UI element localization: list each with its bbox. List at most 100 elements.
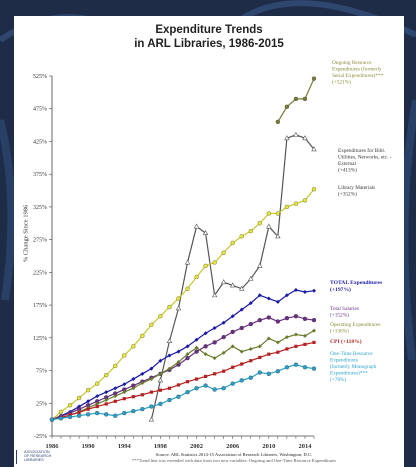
data-point [285, 347, 289, 351]
series-label-operating: (+136%) [330, 328, 349, 335]
data-point [176, 383, 181, 387]
data-point [76, 395, 82, 401]
series-label-one-time: Expenditures [330, 358, 358, 364]
data-point [231, 365, 235, 369]
series-label-library-materials: (+352%) [338, 191, 357, 198]
data-point [113, 399, 117, 403]
data-point [275, 319, 281, 324]
data-point [257, 344, 262, 349]
data-point [293, 332, 298, 337]
data-point [239, 307, 244, 312]
y-tick-label: 275% [33, 238, 47, 244]
series-line [51, 330, 315, 421]
series-label-bibl-utilities: (+413%) [338, 167, 357, 174]
y-tick-label: 425% [33, 139, 47, 145]
data-point [185, 355, 190, 361]
data-point [284, 104, 290, 109]
data-point [95, 410, 100, 416]
x-tick-label: 2002 [190, 443, 203, 450]
data-point [239, 349, 244, 354]
data-point [185, 344, 190, 349]
data-point [239, 325, 244, 331]
x-tick-label: 1986 [46, 443, 60, 450]
data-point [149, 322, 154, 327]
source-note: Source: ARL Statistics 2014-15 Associati… [155, 452, 313, 457]
chart-subtitle: in ARL Libraries, 1986-2015 [134, 38, 284, 50]
data-point [221, 250, 226, 255]
data-point [158, 314, 163, 319]
data-point [212, 340, 217, 345]
data-point [203, 344, 208, 349]
series-line [51, 188, 315, 421]
data-point [293, 201, 299, 206]
data-point [302, 333, 307, 338]
data-point [229, 282, 236, 288]
data-point [284, 135, 290, 141]
series-label-one-time: (+78%) [330, 376, 346, 383]
series-label-total: TOTAL Expenditures [330, 280, 383, 286]
data-point [131, 395, 135, 399]
data-point [220, 279, 227, 285]
data-point [185, 389, 190, 395]
data-point [194, 337, 199, 342]
data-point [257, 293, 262, 298]
data-point [239, 234, 244, 239]
data-point [267, 352, 271, 356]
data-point [302, 135, 308, 141]
data-point [266, 315, 271, 320]
series-label-total: (+197%) [330, 286, 351, 293]
data-point [76, 413, 82, 418]
data-point [266, 223, 272, 229]
y-tick-label: -25% [34, 434, 47, 440]
data-point [293, 131, 299, 137]
data-point [203, 331, 208, 336]
data-point [203, 383, 208, 388]
data-point [257, 370, 262, 375]
logo-line: LIBRARIES [24, 458, 44, 463]
x-tick-label: 2006 [226, 443, 240, 450]
data-point [248, 228, 253, 234]
data-point [176, 394, 181, 399]
data-point [266, 371, 271, 376]
y-tick-label: 125% [33, 336, 47, 342]
data-point [58, 409, 64, 414]
data-point [149, 404, 154, 409]
data-point [95, 401, 100, 406]
data-point [158, 388, 163, 392]
data-point [203, 263, 208, 268]
data-point [185, 286, 190, 291]
data-point [275, 119, 281, 124]
data-point [167, 386, 172, 390]
data-point [211, 292, 218, 298]
data-point [194, 386, 199, 391]
data-point [95, 404, 99, 409]
data-point [167, 353, 172, 358]
data-point [303, 342, 307, 346]
data-point [113, 363, 118, 369]
data-point [67, 414, 73, 420]
data-point [176, 360, 181, 365]
y-tick-label: 525% [33, 74, 47, 80]
data-point [122, 382, 127, 387]
data-point [104, 390, 109, 395]
data-point [275, 233, 281, 239]
series-label-ongoing: (+521%) [332, 79, 351, 86]
data-point [276, 350, 280, 354]
chart-plot: 525% 475% 425% 375% 325% 275% 225% 175% 125% 75% 2… [33, 60, 392, 450]
data-point [302, 316, 308, 321]
y-tick-label: 375% [33, 172, 47, 178]
series-label-operating: Operating Expenditures [330, 322, 380, 328]
y-tick-label: 325% [33, 205, 47, 211]
data-point [239, 378, 244, 383]
data-point [149, 366, 154, 371]
data-point [149, 390, 153, 394]
data-point [175, 305, 182, 311]
y-tick-label: 225% [33, 270, 47, 276]
data-point [257, 262, 263, 268]
data-point [266, 296, 271, 301]
data-point [302, 365, 308, 370]
data-point [185, 380, 190, 384]
data-point [311, 366, 317, 371]
data-point [167, 397, 172, 403]
data-point [312, 288, 316, 293]
